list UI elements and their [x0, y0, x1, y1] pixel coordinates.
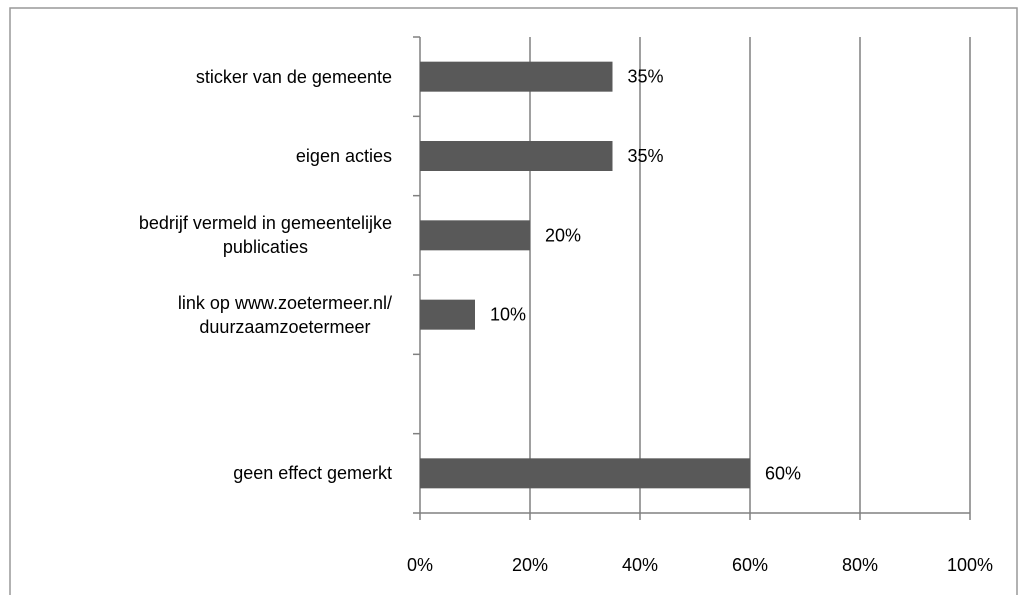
bar: [420, 141, 613, 171]
bar: [420, 61, 613, 92]
y-tick-label: link op www.zoetermeer.nl/ duurzaamzoete…: [177, 292, 392, 337]
bar: [420, 220, 530, 251]
bar: [420, 299, 475, 330]
value-label: 20%: [545, 225, 581, 245]
value-label: 35%: [628, 146, 664, 166]
bar: [420, 458, 750, 489]
x-tick-label: 20%: [512, 555, 548, 575]
x-tick-label: 0%: [407, 555, 433, 575]
x-tick-label: 80%: [842, 555, 878, 575]
y-tick-label: eigen acties: [295, 146, 392, 166]
value-label: 60%: [765, 463, 801, 483]
frame: [9, 7, 1018, 595]
x-tick-label: 100%: [947, 555, 993, 575]
y-tick-label: sticker van de gemeente: [195, 66, 392, 87]
x-tick-label: 60%: [732, 555, 768, 575]
value-label: 10%: [490, 305, 526, 325]
y-tick-label: bedrijf vermeld in gemeentelijke publica…: [138, 213, 392, 258]
value-label: 35%: [628, 67, 664, 87]
y-tick-label: geen effect gemerkt: [233, 463, 392, 484]
x-tick-label: 40%: [622, 555, 658, 575]
